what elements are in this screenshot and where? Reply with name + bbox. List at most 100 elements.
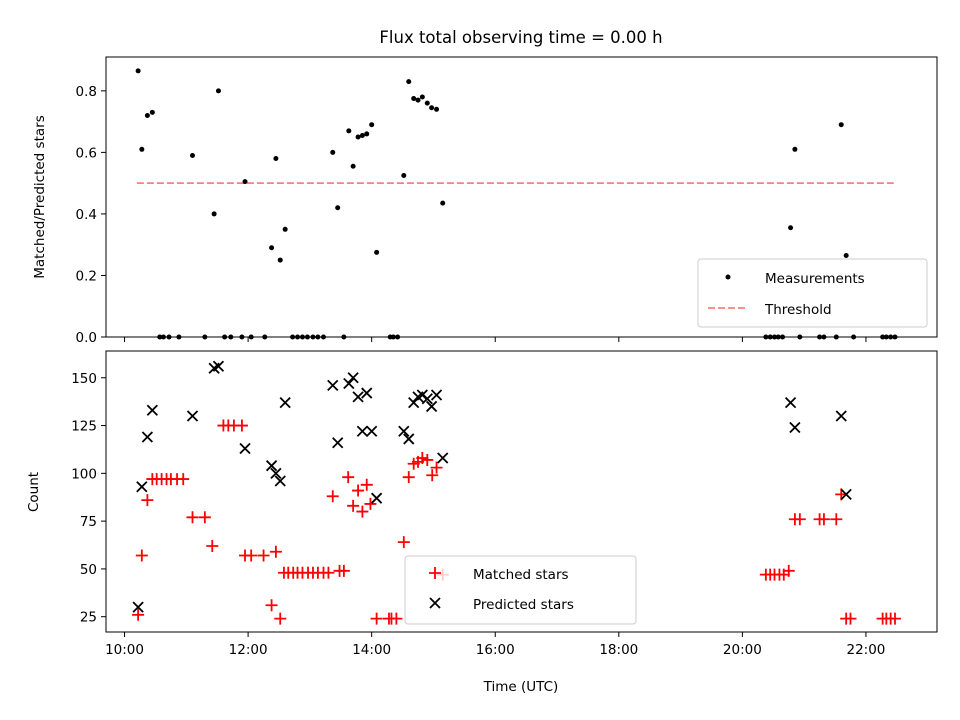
predicted-star-point — [141, 431, 154, 443]
measurement-point — [788, 225, 794, 231]
predicted-star-point — [840, 488, 852, 501]
predicted-star-point — [332, 437, 344, 449]
matched-star-point — [177, 473, 190, 486]
measurement-point — [215, 88, 221, 94]
measurement-point — [434, 106, 440, 112]
measurement-point — [269, 245, 275, 251]
predicted-star-point — [132, 601, 144, 613]
matched-star-point — [342, 471, 355, 484]
matched-star-point — [257, 549, 270, 562]
bottom-x-tick-label: 20:00 — [723, 642, 762, 658]
predicted-star-point — [212, 360, 225, 372]
top-y-tick-label: 0.2 — [76, 268, 97, 284]
measurement-point — [440, 200, 446, 206]
predicted-star-point — [784, 396, 797, 409]
top-y-tick-label: 0.4 — [76, 207, 97, 223]
top-y-tick-label: 0.6 — [76, 145, 97, 161]
matched-star-point — [245, 549, 258, 562]
matched-star-point — [352, 484, 365, 497]
matched-star-point — [430, 461, 443, 474]
predicted-star-point — [430, 389, 443, 401]
measurement-point — [374, 249, 380, 255]
measurement-point — [401, 172, 407, 178]
measurement-point — [282, 226, 288, 232]
measurement-point — [411, 96, 417, 102]
matched-star-point — [793, 513, 806, 526]
matched-star-point — [370, 612, 383, 625]
predicted-star-point — [789, 421, 801, 434]
measurement-point — [359, 132, 365, 138]
bottom-x-tick-label: 10:00 — [105, 642, 144, 658]
measurement-point — [415, 97, 421, 103]
predicted-star-point — [136, 481, 148, 493]
measurement-point — [350, 163, 356, 169]
bottom-y-tick-label: 100 — [71, 466, 97, 482]
predicted-star-point — [146, 404, 158, 416]
measurement-point — [792, 146, 798, 152]
measurement-point — [843, 252, 849, 258]
matched-star-point — [269, 545, 282, 558]
bottom-y-tick-label: 50 — [80, 562, 97, 578]
top-y-tick-label: 0.8 — [76, 84, 97, 100]
bottom-y-tick-label: 125 — [71, 419, 97, 435]
measurement-point — [335, 205, 341, 211]
bottom-y-tick-label: 25 — [80, 610, 97, 626]
bottom-y-tick-label: 75 — [80, 514, 97, 530]
bottom-panel: 25 50 75 100 125 150 10:00 12:00 14:00 16:00 18:00… — [26, 350, 938, 695]
matched-star-point — [347, 499, 360, 512]
predicted-star-point — [398, 425, 410, 437]
matched-star-point — [198, 511, 211, 524]
measurement-point — [424, 100, 430, 106]
predicted-star-point — [437, 452, 449, 464]
legend-predicted-marker — [429, 597, 441, 609]
measurement-point — [355, 134, 361, 140]
chart-title: Flux total observing time = 0.00 h — [379, 28, 662, 47]
matched-star-point — [360, 478, 373, 491]
legend-measurements-label: Measurements — [765, 271, 865, 287]
matched-star-point — [322, 566, 335, 579]
predicted-star-point — [366, 425, 378, 437]
measurement-point — [330, 149, 336, 155]
bottom-legend: Matched stars Predicted stars — [404, 555, 637, 625]
bottom-x-tick-label: 18:00 — [599, 642, 638, 658]
matched-star-point — [141, 494, 154, 507]
matched-star-point — [356, 505, 369, 518]
measurement-point — [189, 152, 195, 158]
measurement-point — [364, 131, 370, 137]
predicted-star-point — [421, 393, 433, 405]
measurement-point — [135, 68, 141, 74]
measurement-point — [273, 156, 279, 162]
measurement-point — [838, 122, 844, 128]
predicted-star-point — [279, 396, 291, 409]
measurement-point — [406, 79, 412, 85]
matched-star-point — [337, 564, 350, 577]
measurement-point — [211, 211, 217, 217]
matched-star-point — [817, 513, 830, 526]
matched-star-point — [402, 471, 415, 484]
legend-threshold-label: Threshold — [764, 302, 832, 318]
matched-star-point — [416, 452, 429, 465]
predicted-star-point — [186, 410, 199, 422]
predicted-star-point — [265, 460, 278, 472]
top-axes-frame — [105, 56, 938, 338]
matched-star-point — [390, 612, 403, 625]
top-legend-box — [697, 258, 928, 328]
x-axis-label: Time (UTC) — [483, 679, 559, 695]
matched-star-point — [135, 549, 148, 562]
bottom-y-axis-label: Count — [26, 472, 42, 512]
predicted-star-point — [835, 410, 847, 422]
matched-star-point — [421, 453, 434, 466]
predicted-star-point — [370, 492, 383, 504]
measurement-point — [242, 179, 248, 185]
matched-star-point — [364, 497, 377, 510]
bottom-axes-frame — [105, 350, 938, 633]
predicted-star-point — [347, 372, 359, 384]
predicted-star-point — [352, 391, 364, 403]
measurement-point — [419, 94, 425, 100]
measurement-point — [346, 128, 352, 134]
legend-matched-label: Matched stars — [473, 567, 569, 583]
predicted-star-point — [425, 400, 438, 413]
bottom-y-tick-label: 150 — [71, 371, 97, 387]
bottom-legend-box — [404, 555, 637, 625]
matched-star-point — [888, 612, 901, 625]
